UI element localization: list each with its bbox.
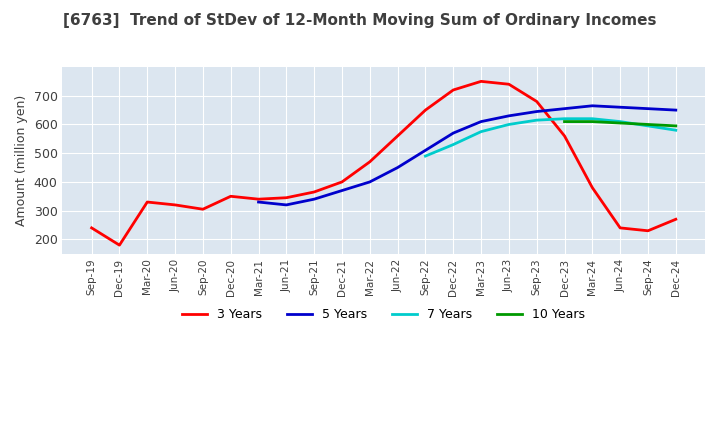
3 Years bbox=[672, 216, 680, 222]
Line: 7 Years: 7 Years bbox=[426, 119, 676, 156]
Legend: 3 Years, 5 Years, 7 Years, 10 Years: 3 Years, 5 Years, 7 Years, 10 Years bbox=[177, 303, 590, 326]
5 Years bbox=[449, 130, 458, 136]
5 Years bbox=[366, 179, 374, 184]
7 Years bbox=[532, 117, 541, 123]
3 Years bbox=[199, 207, 207, 212]
3 Years bbox=[254, 197, 263, 202]
3 Years bbox=[87, 225, 96, 231]
3 Years bbox=[421, 107, 430, 113]
10 Years bbox=[588, 119, 597, 124]
5 Years bbox=[477, 119, 485, 124]
7 Years bbox=[588, 116, 597, 121]
3 Years bbox=[226, 194, 235, 199]
7 Years bbox=[477, 129, 485, 134]
5 Years bbox=[393, 165, 402, 170]
5 Years bbox=[588, 103, 597, 108]
7 Years bbox=[449, 142, 458, 147]
5 Years bbox=[644, 106, 652, 111]
3 Years bbox=[393, 133, 402, 139]
3 Years bbox=[477, 79, 485, 84]
3 Years bbox=[505, 81, 513, 87]
3 Years bbox=[366, 159, 374, 165]
3 Years bbox=[282, 195, 291, 200]
3 Years bbox=[171, 202, 179, 208]
3 Years bbox=[115, 242, 124, 248]
7 Years bbox=[616, 119, 624, 124]
3 Years bbox=[644, 228, 652, 233]
5 Years bbox=[338, 188, 346, 193]
7 Years bbox=[644, 123, 652, 128]
3 Years bbox=[560, 133, 569, 139]
5 Years bbox=[282, 202, 291, 208]
3 Years bbox=[532, 99, 541, 104]
5 Years bbox=[254, 199, 263, 205]
10 Years bbox=[616, 121, 624, 126]
Line: 5 Years: 5 Years bbox=[258, 106, 676, 205]
5 Years bbox=[560, 106, 569, 111]
Line: 10 Years: 10 Years bbox=[564, 121, 676, 126]
7 Years bbox=[672, 128, 680, 133]
5 Years bbox=[616, 105, 624, 110]
7 Years bbox=[421, 154, 430, 159]
5 Years bbox=[672, 107, 680, 113]
7 Years bbox=[560, 116, 569, 121]
3 Years bbox=[310, 189, 318, 194]
10 Years bbox=[644, 122, 652, 127]
10 Years bbox=[672, 123, 680, 128]
3 Years bbox=[616, 225, 624, 231]
3 Years bbox=[449, 88, 458, 93]
7 Years bbox=[505, 122, 513, 127]
Line: 3 Years: 3 Years bbox=[91, 81, 676, 245]
3 Years bbox=[588, 185, 597, 191]
5 Years bbox=[310, 197, 318, 202]
5 Years bbox=[421, 148, 430, 153]
3 Years bbox=[338, 179, 346, 184]
Y-axis label: Amount (million yen): Amount (million yen) bbox=[15, 95, 28, 226]
Text: [6763]  Trend of StDev of 12-Month Moving Sum of Ordinary Incomes: [6763] Trend of StDev of 12-Month Moving… bbox=[63, 13, 657, 28]
10 Years bbox=[560, 119, 569, 124]
5 Years bbox=[532, 109, 541, 114]
5 Years bbox=[505, 113, 513, 118]
3 Years bbox=[143, 199, 152, 205]
